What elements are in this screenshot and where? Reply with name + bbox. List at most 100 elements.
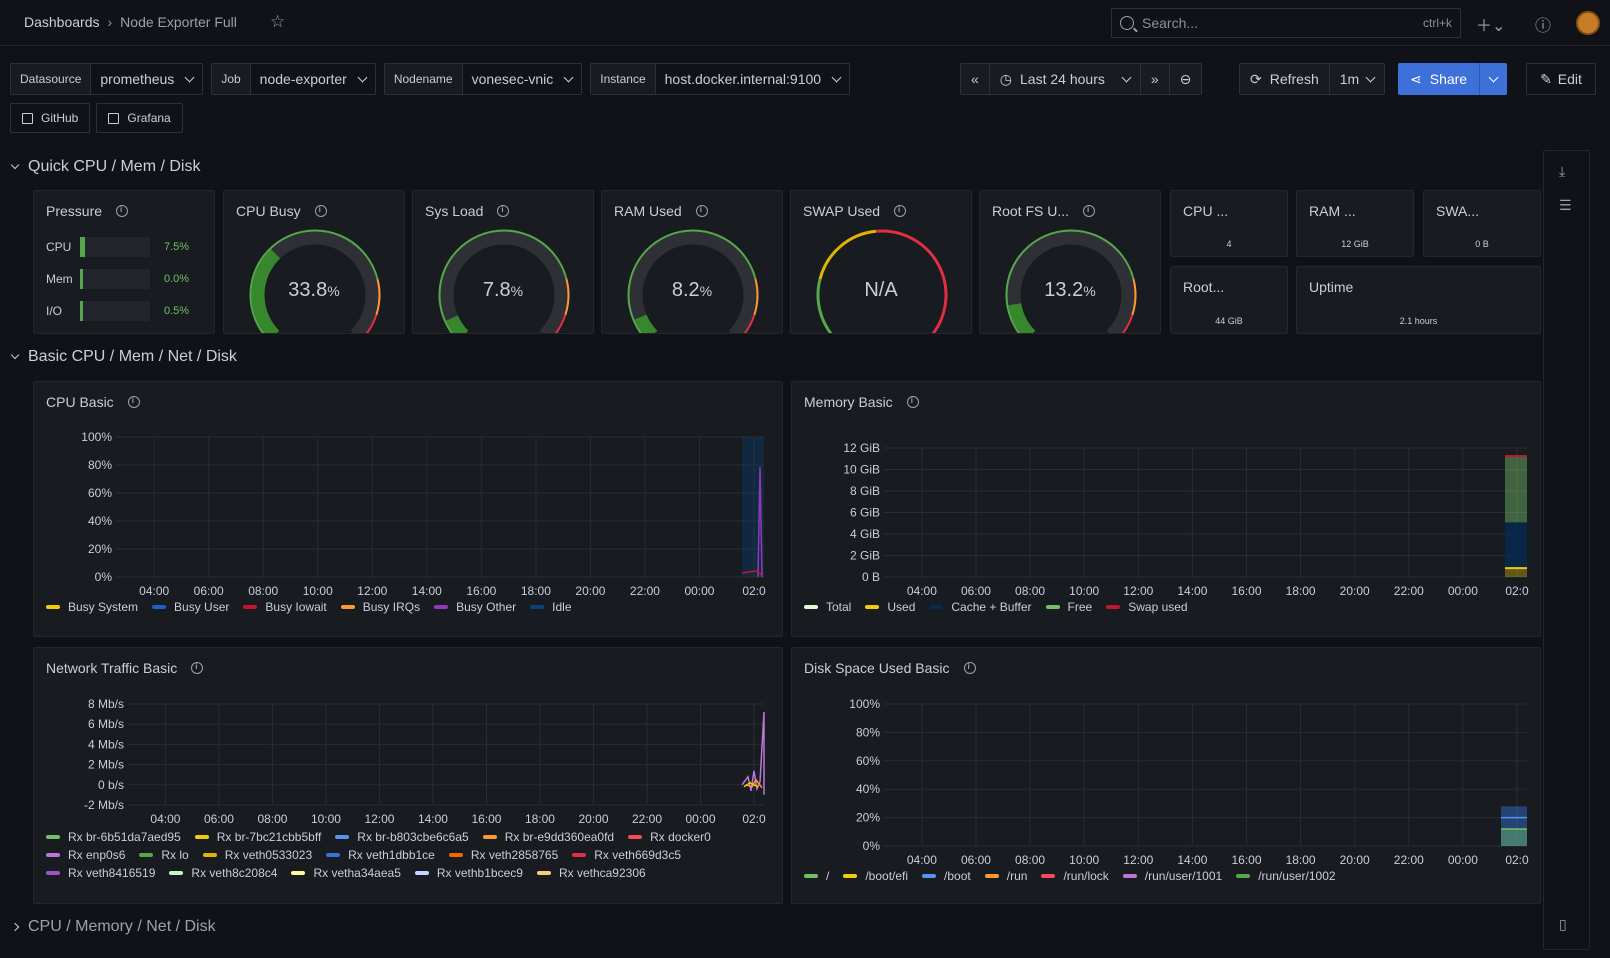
threshold-band-yellow [818,229,877,280]
legend-item[interactable]: Busy System [46,600,138,614]
row-header-basic[interactable]: Basic CPU / Mem / Net / Disk [10,348,237,366]
legend-item[interactable]: Rx veth8c208c4 [169,866,277,880]
legend-swatch [865,605,880,609]
info-icon[interactable] [314,205,327,217]
info-icon[interactable] [906,396,919,408]
x-tick-label: 20:00 [575,584,605,598]
share-dropdown-button[interactable] [1479,63,1507,95]
avatar[interactable] [1576,11,1600,35]
info-icon[interactable] [695,205,708,217]
legend-item[interactable]: Busy IRQs [340,600,420,614]
info-icon[interactable] [894,205,907,217]
variable-job[interactable]: Job node-exporter [211,63,376,95]
legend-item[interactable]: /run/user/1001 [1122,869,1222,883]
x-tick-label: 04:00 [907,853,937,867]
refresh-interval-select[interactable]: 1m [1330,64,1384,94]
help-icon[interactable]: ⓘ [1535,18,1552,35]
row-header-quick[interactable]: Quick CPU / Mem / Disk [10,158,200,176]
series-busy-other-line [757,466,763,578]
refresh-controls: ⟳ Refresh 1m [1239,63,1386,95]
y-tick-label: 4 Mb/s [88,737,124,751]
legend-item[interactable]: Rx lo [139,848,189,862]
refresh-button[interactable]: ⟳ Refresh [1240,64,1330,94]
outline-list-icon[interactable]: ☰ [1559,197,1572,213]
legend-item[interactable]: Rx enp0s6 [46,848,125,862]
row-header-full[interactable]: CPU / Memory / Net / Disk [10,918,216,936]
legend-item[interactable]: Rx br-6b51da7aed95 [46,830,181,844]
stat-value: 0 B [1475,239,1489,249]
x-tick-label: 16:00 [1231,584,1261,598]
search-input[interactable]: Search... ctrl+k [1111,8,1461,38]
legend-swatch [1236,874,1251,878]
x-tick-label: 04:00 [150,812,180,826]
info-icon[interactable] [1083,205,1096,217]
legend-item[interactable]: Rx vethca92306 [536,866,646,880]
info-icon[interactable] [116,205,129,217]
dock-sidebar-icon[interactable]: ▯ [1559,916,1567,932]
legend-item[interactable]: Rx veth2858765 [448,848,558,862]
legend-item[interactable]: /run/lock [1041,869,1109,883]
time-picker-button[interactable]: ◷ Last 24 hours [990,64,1141,94]
download-icon[interactable]: ⤓ [1559,163,1566,179]
legend-item[interactable]: /boot/efi [843,869,908,883]
star-icon[interactable]: ☆ [270,12,286,31]
zoom-out-button[interactable]: ⊖ [1170,64,1202,94]
info-icon[interactable] [497,205,510,217]
chevron-down-icon [831,72,842,82]
time-shift-forward-button[interactable]: » [1141,64,1170,94]
variable-nodename[interactable]: Nodename vonesec-vnic [383,63,583,95]
legend-item[interactable]: Rx veth8416519 [46,866,155,880]
info-icon[interactable] [191,662,204,674]
legend-item[interactable]: Rx veth669d3c5 [572,848,681,862]
legend-item[interactable]: Busy User [152,600,229,614]
legend-item[interactable]: Rx br-7bc21cbb5bff [194,830,321,844]
series-root-area [1501,828,1527,846]
chart-svg[interactable]: 8 Mb/s 6 Mb/s 4 Mb/s 2 Mb/s 0 b/s -2 Mb/s 04:0… [34,648,783,904]
info-icon[interactable] [127,396,140,408]
threshold-band-red [553,314,567,333]
link-github[interactable]: GitHub [10,103,91,133]
legend-item[interactable]: Rx docker0 [628,830,711,844]
chevron-down-icon [357,72,368,82]
link-grafana[interactable]: Grafana [96,103,183,133]
variable-datasource[interactable]: Datasource prometheus [10,63,204,95]
time-shift-back-button[interactable]: « [961,64,990,94]
legend-item[interactable]: Busy Iowait [243,600,327,614]
variable-instance[interactable]: Instance host.docker.internal:9100 [590,63,851,95]
legend-item[interactable]: Swap used [1106,600,1188,614]
x-tick-label: 12:00 [357,584,387,598]
legend-item[interactable]: /run/user/1002 [1236,869,1336,883]
legend-item[interactable]: Rx veth0533023 [202,848,312,862]
legend-item[interactable]: Cache + Buffer [929,600,1032,614]
legend-item[interactable]: /boot [922,869,971,883]
x-tick-label: 14:00 [412,584,442,598]
stat-value: 4 [1226,239,1232,249]
legend-item[interactable]: Free [1045,600,1092,614]
legend-swatch [1041,874,1056,878]
legend-item[interactable]: Rx vethb1bcec9 [414,866,523,880]
gauge-arc [816,229,948,333]
breadcrumb-dashboards-link[interactable]: Dashboards [24,14,100,30]
legend-swatch [1106,605,1121,609]
chevron-down-icon [1365,72,1376,82]
edit-button[interactable]: ✎ Edit [1526,63,1596,95]
legend-item[interactable]: Total [804,600,851,614]
series-free-area [1505,455,1527,523]
chart-svg[interactable]: 100% 80% 60% 40% 20% 0% 04:00 06:00 08:00 10:00 12… [792,648,1541,904]
legend-item[interactable]: Idle [530,600,572,614]
legend-item[interactable]: / [804,869,829,883]
chart-svg[interactable]: 100% 80% 60% 40% 20% 0% 04:00 06:00 08:00 10:00 12… [34,382,783,637]
legend-item[interactable]: Rx br-e9dd360ea0fd [482,830,614,844]
legend-item[interactable]: Busy Other [434,600,516,614]
legend-item[interactable]: /run [984,869,1027,883]
legend-item[interactable]: Rx veth1dbb1ce [326,848,435,862]
legend-item[interactable]: Used [865,600,915,614]
chart-svg[interactable]: 12 GiB 10 GiB 8 GiB 6 GiB 4 GiB 2 GiB 0 B 04:00… [792,382,1541,637]
legend-item[interactable]: Rx vetha34aea5 [291,866,401,880]
legend-item[interactable]: Rx br-b803cbe6c6a5 [335,830,469,844]
series-cache-area [1505,522,1527,569]
info-icon[interactable] [963,662,976,674]
panel-title: Sys Load [425,203,510,219]
plus-icon[interactable]: ＋⌄ [1476,18,1506,35]
share-button[interactable]: ⋖ Share [1410,70,1468,88]
